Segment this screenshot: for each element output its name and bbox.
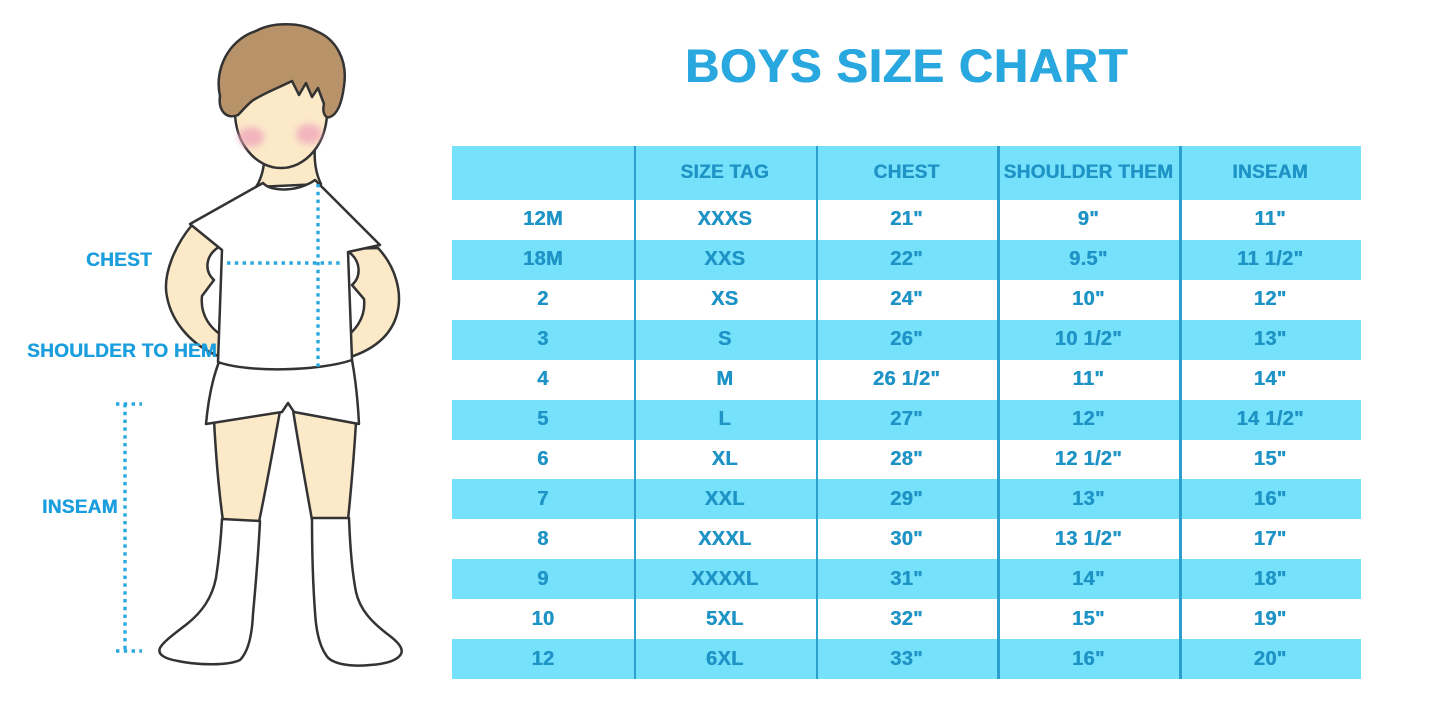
table-cell: M [716, 368, 734, 391]
table-cell: 22" [890, 248, 923, 271]
column-divider [815, 146, 819, 679]
table-cell: XXS [704, 248, 746, 271]
table-cell: 11" [1254, 208, 1286, 231]
table-cell: 33" [890, 647, 923, 670]
table-cell: 16" [1253, 487, 1287, 510]
boy-right-sock [310, 516, 403, 667]
table-cell: 7 [537, 487, 549, 510]
table-cell: 16" [1071, 647, 1105, 670]
table-cell: 30" [890, 527, 923, 550]
table-cell: 15" [1253, 447, 1287, 470]
column-divider [997, 146, 1000, 679]
table-cell: 12 [531, 647, 555, 670]
header-cell: CHEST [873, 162, 940, 183]
table-cell: XXL [704, 487, 745, 510]
table-cell: 13" [1253, 328, 1287, 351]
table-cell: XXXXL [691, 567, 759, 590]
table-cell: 9 [537, 567, 549, 590]
boy-right-leg [291, 408, 358, 522]
table-cell: 11" [1072, 368, 1105, 391]
boy-left-sock [158, 517, 262, 666]
table-cell: 5 [537, 408, 549, 431]
table-cell: 18M [522, 248, 563, 271]
table-cell: 8 [537, 527, 549, 550]
table-cell: 28" [890, 447, 923, 470]
boy-left-leg [212, 409, 282, 524]
header-row: SIZE TAG CHEST SHOULDER THEM INSEAM [452, 146, 1361, 200]
table-cell: 12 1/2" [1054, 447, 1122, 470]
table-cell: 9.5" [1069, 248, 1108, 271]
boy-illustration [116, 23, 403, 667]
table-cell: 2 [537, 288, 549, 311]
table-cell: 14" [1253, 368, 1287, 391]
table-cell: 26 1/2" [872, 368, 941, 391]
table-cell: 10 1/2" [1054, 328, 1122, 351]
boy-blush-right [296, 124, 322, 144]
page-title: BOYS SIZE CHART [684, 39, 1129, 92]
header-cell: SHOULDER THEM [1003, 162, 1174, 183]
table-row: 6 XL 28" 12 1/2" 15" [452, 439, 1361, 480]
table-cell: 4 [537, 368, 549, 391]
table-row: 8 XXXL 30" 13 1/2" 17" [452, 519, 1361, 560]
column-divider [633, 146, 637, 679]
column-divider [1179, 146, 1182, 679]
table-cell: 10 [531, 607, 555, 630]
table-cell: 15" [1071, 607, 1105, 630]
table-cell: XS [711, 288, 739, 311]
header-cell: SIZE TAG [680, 162, 769, 183]
header-cell [452, 146, 634, 200]
boy-blush-left [238, 127, 264, 147]
table-cell: XXXL [697, 527, 752, 550]
table-cell: 19" [1253, 607, 1287, 630]
table-cell: 12M [522, 208, 563, 231]
table-row: 18M XXS 22" 9.5" 11 1/2" [452, 239, 1361, 280]
shoulder-to-hem-label: SHOULDER TO HEM [27, 341, 217, 362]
table-cell: 9" [1077, 208, 1099, 231]
table-cell: 13" [1071, 487, 1105, 510]
table-cell: 21" [890, 208, 923, 231]
table-cell: 6XL [705, 647, 744, 670]
table-row: 12 6XL 33" 16" 20" [452, 639, 1361, 680]
boy-shirt [188, 178, 382, 371]
table-cell: 12" [1071, 408, 1105, 431]
table-cell: 31" [890, 567, 923, 590]
table-cell: 10" [1071, 288, 1105, 311]
table-cell: XXXS [697, 208, 752, 231]
table-cell: 3 [537, 328, 549, 351]
table-cell: L [718, 408, 731, 431]
table-cell: 5XL [705, 607, 744, 630]
table-cell: 12" [1253, 288, 1287, 311]
table-cell: 6 [537, 447, 549, 470]
table-cell: 29" [890, 487, 923, 510]
table-cell: 14 1/2" [1236, 408, 1304, 431]
table-cell: 20" [1253, 647, 1287, 670]
table-cell: 17" [1253, 527, 1287, 550]
chest-label: CHEST [86, 250, 152, 271]
boy-shorts [204, 358, 361, 426]
table-cell: 24" [890, 288, 923, 311]
table-cell: 13 1/2" [1054, 527, 1122, 550]
table-row: 5 L 27" 12" 14 1/2" [452, 399, 1361, 440]
header-cell: INSEAM [1232, 162, 1308, 183]
table-cell: 32" [890, 607, 923, 630]
table-row: 4 M 26 1/2" 11" 14" [452, 359, 1361, 400]
table-row: 9 XXXXL 31" 14" 18" [452, 559, 1361, 600]
table-row: 2 XS 24" 10" 12" [452, 279, 1361, 320]
table-row: 7 XXL 29" 13" 16" [452, 479, 1361, 520]
table-row: 10 5XL 32" 15" 19" [452, 599, 1361, 640]
table-cell: 11 1/2" [1237, 248, 1304, 271]
table-cell: 14" [1071, 567, 1105, 590]
boy-hair [217, 23, 347, 119]
table-cell: XL [711, 447, 738, 470]
inseam-label: INSEAM [42, 497, 118, 518]
table-row: 3 S 26" 10 1/2" 13" [452, 319, 1361, 360]
table-cell: 27" [890, 408, 923, 431]
size-table: SIZE TAG CHEST SHOULDER THEM INSEAM 12M XXXS 2… [452, 146, 1361, 680]
table-cell: 26" [890, 328, 923, 351]
table-row: 12M XXXS 21" 9" 11" [452, 200, 1361, 240]
table-cell: 18" [1253, 567, 1287, 590]
table-cell: S [717, 328, 732, 351]
